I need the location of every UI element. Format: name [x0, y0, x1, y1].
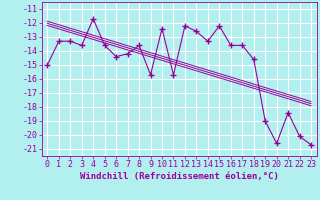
X-axis label: Windchill (Refroidissement éolien,°C): Windchill (Refroidissement éolien,°C) — [80, 172, 279, 181]
